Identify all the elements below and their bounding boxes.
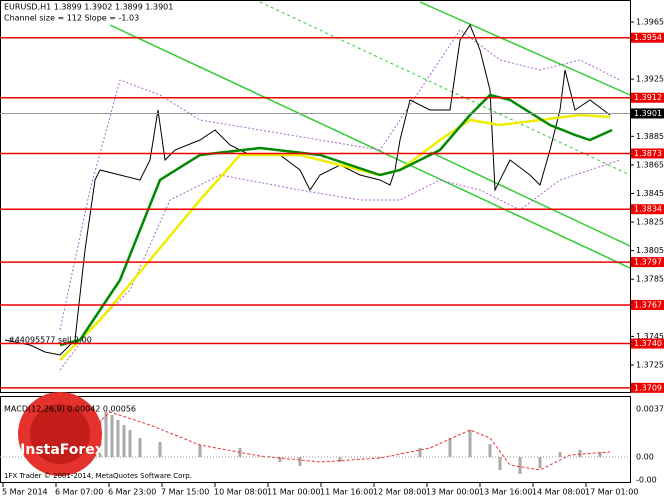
time-label: 17 Mar 01:00 bbox=[585, 488, 638, 497]
level-label: 1.3797 bbox=[634, 258, 662, 267]
price-label: 1.3825 bbox=[636, 218, 664, 227]
level-label: 1.3954 bbox=[634, 33, 662, 42]
price-label: 1.3865 bbox=[636, 160, 664, 169]
level-label: 1.3709 bbox=[634, 383, 662, 392]
order-label: #44095577 sell 2.00 bbox=[8, 336, 92, 345]
channel-info: Channel size = 112 Slope = -1.03 bbox=[4, 14, 139, 23]
channel-line bbox=[419, 1, 631, 96]
macd-axis-label: -0.00 bbox=[636, 476, 657, 485]
level-label: 1.3740 bbox=[634, 339, 662, 348]
level-label: 1.3873 bbox=[634, 149, 662, 158]
channel-mid bbox=[259, 1, 631, 176]
level-box bbox=[631, 204, 664, 215]
main-frame bbox=[0, 0, 631, 393]
macd-axis-label: 0.00372 bbox=[636, 405, 664, 414]
time-label: 7 Mar 15:00 bbox=[161, 488, 209, 497]
price-label: 1.3805 bbox=[636, 246, 664, 255]
price-label: 1.3785 bbox=[636, 275, 664, 284]
level-box bbox=[631, 257, 664, 268]
ma-green bbox=[59, 93, 613, 347]
level-box bbox=[631, 382, 664, 393]
envelope-lower bbox=[59, 159, 621, 371]
level-box bbox=[631, 92, 664, 103]
level-box bbox=[631, 32, 664, 43]
level-box bbox=[631, 338, 664, 349]
macd-frame bbox=[0, 396, 631, 483]
logo-text: InstaForex bbox=[20, 442, 104, 458]
current-price: 1.3901 bbox=[634, 109, 662, 118]
time-label: 6 Mar 23:00 bbox=[108, 488, 156, 497]
current-box bbox=[631, 108, 664, 119]
macd-title: MACD(12,26,9) 0.00042 0.00056 bbox=[4, 405, 136, 414]
time-label: 5 Mar 2014 bbox=[2, 488, 48, 497]
price-label: 1.3745 bbox=[636, 332, 664, 341]
level-box bbox=[631, 299, 664, 310]
symbol-info: EURUSD,H1 1.3899 1.3902 1.3899 1.3901 bbox=[4, 3, 173, 12]
macd-axis-label: 0.00 bbox=[636, 453, 654, 462]
macd-signal bbox=[79, 411, 611, 471]
logo: InstaForex bbox=[18, 392, 104, 476]
time-label: 6 Mar 07:00 bbox=[55, 488, 103, 497]
level-label: 1.3767 bbox=[634, 300, 662, 309]
envelope-upper bbox=[59, 29, 621, 331]
time-label: 12 Mar 08:00 bbox=[373, 488, 426, 497]
level-label: 1.3912 bbox=[634, 93, 662, 102]
time-label: 11 Mar 00:00 bbox=[267, 488, 320, 497]
channel-line bbox=[109, 24, 631, 269]
time-label: 13 Mar 16:00 bbox=[479, 488, 532, 497]
price-label: 1.3725 bbox=[636, 360, 664, 369]
level-label: 1.3834 bbox=[634, 205, 662, 214]
price-label: 1.3925 bbox=[636, 75, 664, 84]
price-label: 1.3885 bbox=[636, 132, 664, 141]
time-label: 13 Mar 00:00 bbox=[426, 488, 479, 497]
price-label: 1.3845 bbox=[636, 189, 664, 198]
copyright: 1FX Trader © 2001-2014, MetaQuotes Softw… bbox=[4, 472, 192, 480]
time-label: 10 Mar 08:00 bbox=[214, 488, 267, 497]
price-label: 1.3965 bbox=[636, 18, 664, 27]
level-box bbox=[631, 148, 664, 159]
time-label: 11 Mar 16:00 bbox=[320, 488, 373, 497]
time-label: 14 Mar 08:00 bbox=[532, 488, 585, 497]
channel-line bbox=[429, 151, 631, 247]
